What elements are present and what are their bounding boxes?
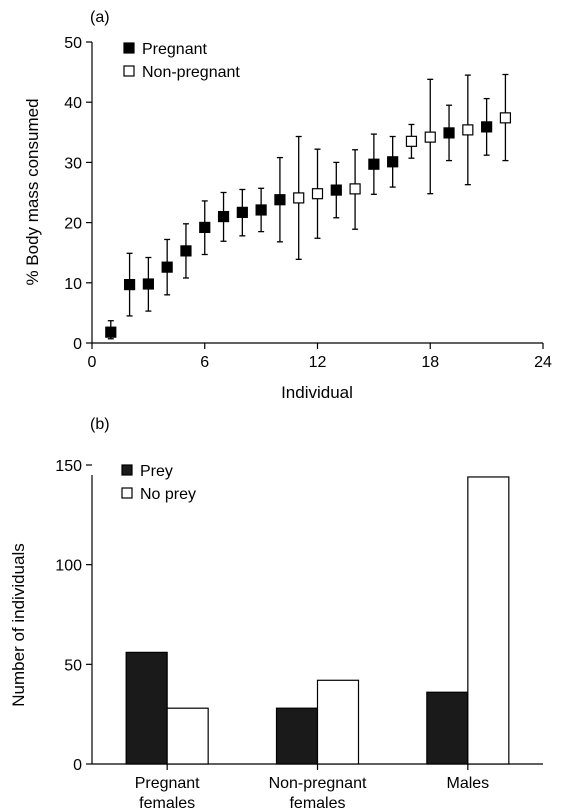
data-point-pregnant — [161, 261, 173, 273]
data-point-pregnant — [274, 194, 286, 206]
x-tick-label-a: 18 — [421, 354, 439, 371]
legend-label-b: Prey — [140, 463, 173, 480]
data-point-non-pregnant — [405, 135, 418, 147]
x-axis-label-a: Individual — [281, 383, 353, 402]
y-tick-label-a: 40 — [64, 95, 82, 112]
category-label: Males — [446, 775, 489, 792]
data-point-pregnant — [387, 156, 399, 168]
category-label: Pregnant — [135, 775, 200, 792]
y-tick-label-a: 50 — [64, 35, 82, 52]
data-point-pregnant — [142, 278, 154, 290]
y-axis-label-a: % Body mass consumed — [23, 98, 42, 285]
data-point-pregnant — [481, 121, 493, 133]
data-point-pregnant — [199, 221, 211, 234]
data-point-non-pregnant — [349, 183, 361, 195]
data-point-non-pregnant — [462, 124, 474, 136]
legend-label-a: Pregnant — [142, 41, 207, 58]
bar-chart-prey: (b) 0 50 100 150 Pregnant females Non-pregnan… — [9, 416, 543, 812]
data-point-pregnant — [255, 204, 267, 216]
data-point-non-pregnant — [293, 192, 305, 204]
data-point-pregnant — [236, 206, 248, 218]
y-tick-label-a: 10 — [64, 276, 82, 293]
x-tick-label-a: 0 — [88, 354, 97, 371]
y-tick-label-a: 30 — [64, 155, 82, 172]
x-tick-label-a: 6 — [200, 354, 209, 371]
category-label-line2: females — [139, 795, 195, 812]
legend-marker-a — [123, 65, 135, 77]
scatter-chart-body-mass: (a) 0 10 20 30 40 50 0 6 12 18 24 Pregnant Non-preg… — [23, 9, 552, 402]
y-tick-label-a: 20 — [64, 216, 82, 233]
y-tick-label-b: 150 — [55, 458, 82, 475]
bar-no-prey — [166, 707, 209, 765]
data-point-non-pregnant — [424, 131, 436, 143]
legend-marker-b — [121, 487, 133, 499]
data-point-pregnant — [330, 184, 342, 196]
legend-label-b: No prey — [140, 486, 196, 503]
bar-no-prey — [316, 679, 360, 765]
data-point-pregnant — [105, 326, 117, 338]
bar-prey — [426, 691, 469, 765]
data-point-pregnant — [217, 210, 230, 223]
y-axis-label-b: Number of individuals — [9, 543, 28, 706]
legend-marker-b — [121, 464, 133, 476]
category-label-line2: females — [289, 795, 345, 812]
data-point-pregnant — [123, 279, 136, 291]
category-label: Non-pregnant — [269, 775, 367, 792]
x-tick-label-a: 12 — [309, 354, 327, 371]
bar-prey — [125, 651, 168, 765]
y-tick-label-b: 50 — [64, 657, 82, 674]
data-point-non-pregnant — [499, 112, 512, 124]
bar-no-prey — [467, 476, 510, 765]
legend-label-a: Non-pregnant — [142, 64, 240, 81]
y-tick-label-b: 100 — [55, 558, 82, 575]
data-point-pregnant — [368, 158, 380, 170]
panel-label-a: (a) — [90, 9, 110, 26]
y-tick-label-a: 0 — [73, 336, 82, 353]
data-point-pregnant — [443, 127, 455, 139]
panel-label-b: (b) — [90, 416, 110, 433]
legend-marker-a — [123, 42, 135, 54]
x-tick-label-a: 24 — [534, 354, 552, 371]
y-tick-label-b: 0 — [73, 757, 82, 774]
data-point-pregnant — [180, 245, 192, 257]
bar-prey — [275, 707, 319, 765]
data-point-non-pregnant — [311, 188, 324, 200]
